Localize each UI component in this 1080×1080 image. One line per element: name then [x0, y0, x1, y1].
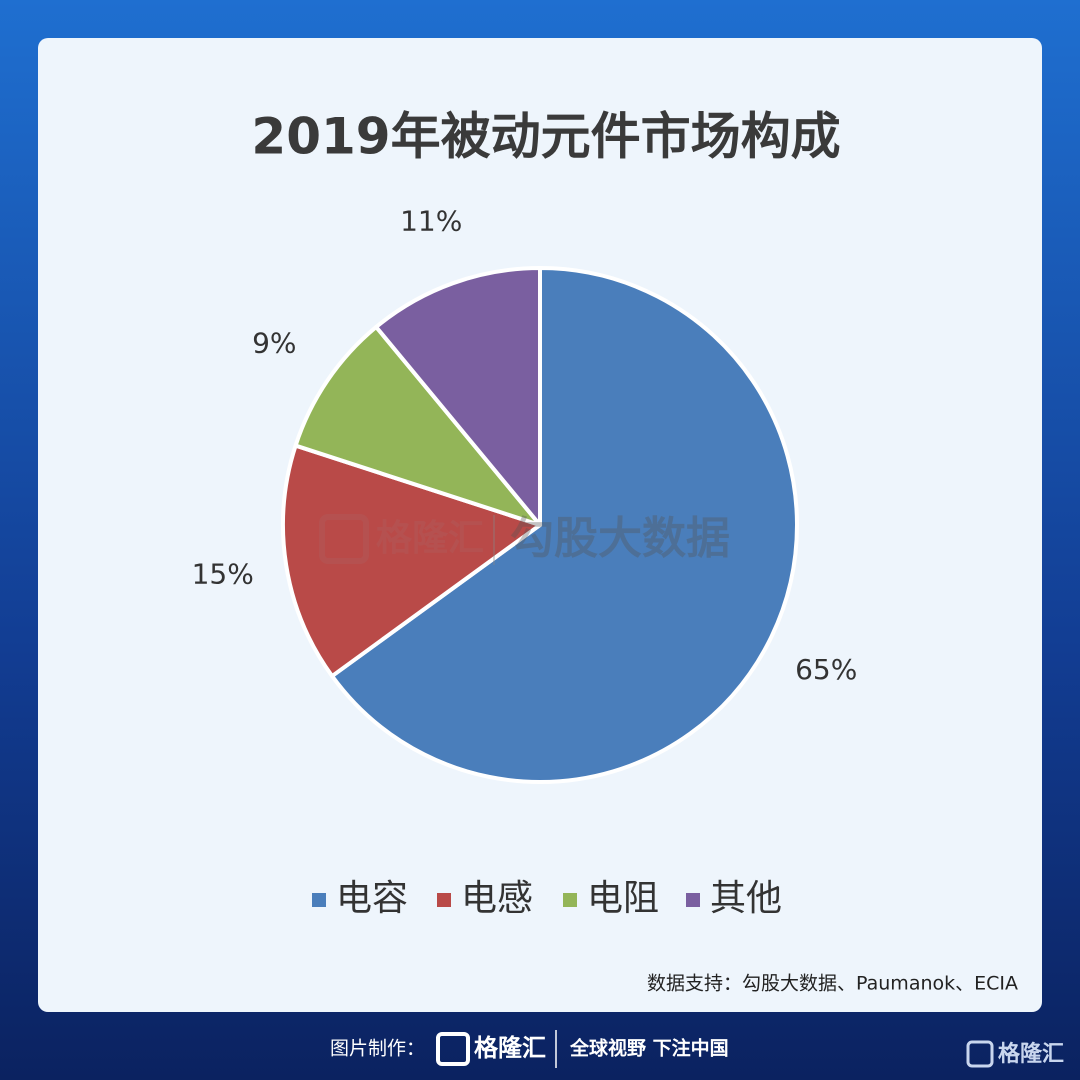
- legend-label: 其他: [710, 878, 782, 919]
- data-label: 65%: [795, 653, 857, 686]
- legend: 电容 电感 电阻 其他: [312, 878, 782, 919]
- pie-slice: [374, 266, 542, 527]
- legend-label: 电容: [336, 878, 408, 919]
- footer-credit: 图片制作：: [330, 1038, 425, 1060]
- pie: 65% 15% 9% 11%: [192, 205, 857, 784]
- watermark: 格隆汇 勾股大数据: [319, 513, 730, 565]
- data-label: 11%: [400, 205, 462, 238]
- source: 数据支持：勾股大数据、Paumanok、ECIA: [647, 973, 1018, 995]
- pie-slice: [330, 266, 799, 784]
- footer-logo: [436, 1032, 470, 1066]
- footer-slogan: 全球视野 下注中国: [569, 1037, 729, 1060]
- watermark-logo: [319, 514, 369, 564]
- pie-slice: [281, 443, 542, 679]
- legend-label: 电阻: [587, 878, 659, 919]
- legend-label: 电感: [461, 878, 533, 919]
- corner-logo: [966, 1040, 994, 1068]
- data-label: 9%: [252, 326, 296, 359]
- corner-brand: 格隆汇: [998, 1041, 1064, 1067]
- pie-slice: [293, 324, 542, 527]
- data-label: 15%: [192, 557, 254, 590]
- legend-swatch: [312, 893, 326, 907]
- chart-title: 2019年被动元件市场构成: [251, 108, 840, 166]
- watermark-text: 勾股大数据: [510, 513, 730, 564]
- legend-swatch: [437, 893, 451, 907]
- watermark-brand: 格隆汇: [376, 518, 484, 559]
- footer-brand: 格隆汇: [474, 1034, 546, 1062]
- legend-swatch: [686, 893, 700, 907]
- legend-swatch: [563, 893, 577, 907]
